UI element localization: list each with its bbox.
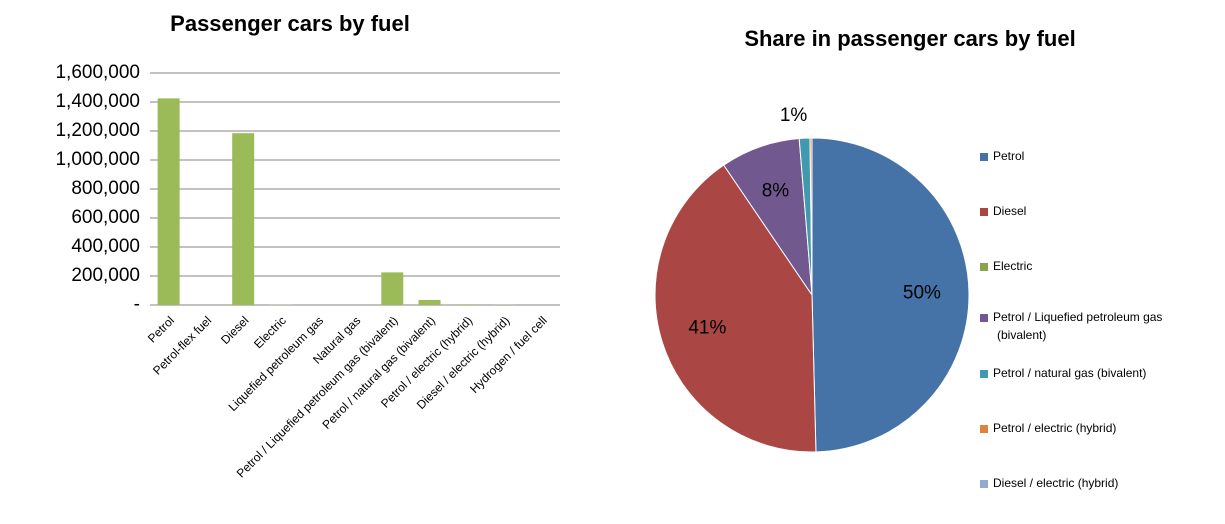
- y-tick-label: 200,000: [71, 265, 140, 286]
- data-label: 8%: [762, 180, 790, 201]
- x-tick-label: Petrol: [145, 313, 177, 345]
- y-tick-label: -: [134, 294, 140, 315]
- pie-title: Share in passenger cars by fuel: [744, 26, 1075, 51]
- legend-swatch: [980, 153, 988, 161]
- legend-label: Petrol / Liquefied petroleum gas (bivalen…: [993, 310, 1162, 342]
- y-tick-label: 400,000: [71, 236, 140, 257]
- legend-swatch: [980, 314, 988, 322]
- data-label: 41%: [688, 318, 726, 339]
- legend-label: Petrol / electric (hybrid): [993, 421, 1116, 435]
- pie-slice: [811, 137, 970, 453]
- bar: [455, 304, 478, 305]
- data-label: 50%: [903, 283, 941, 304]
- legend-swatch: [980, 263, 988, 271]
- data-label: 1%: [780, 105, 808, 126]
- bar: [418, 299, 441, 305]
- legend-label: Electric: [993, 259, 1032, 273]
- y-tick-label: 1,600,000: [55, 62, 140, 83]
- legend-label: Petrol / natural gas (bivalent): [993, 366, 1146, 380]
- x-tick-label: Diesel: [218, 313, 251, 346]
- legend-swatch: [980, 425, 988, 433]
- bar: [157, 98, 180, 305]
- y-tick-label: 800,000: [71, 178, 140, 199]
- y-tick-label: 600,000: [71, 207, 140, 228]
- pie-slice: [809, 137, 813, 296]
- y-tick-label: 1,200,000: [55, 120, 140, 141]
- legend-swatch: [980, 208, 988, 216]
- y-tick-label: 1,000,000: [55, 149, 140, 170]
- legend-label: Petrol: [993, 149, 1024, 163]
- legend-swatch: [980, 480, 988, 488]
- bar: [232, 133, 255, 305]
- pie-slice: [654, 164, 817, 453]
- bar: [381, 272, 404, 305]
- legend-label: Diesel: [993, 204, 1026, 218]
- legend-label: Diesel / electric (hybrid): [993, 476, 1118, 490]
- bar-title: Passenger cars by fuel: [170, 11, 410, 36]
- y-tick-label: 1,400,000: [55, 91, 140, 112]
- legend-swatch: [980, 370, 988, 378]
